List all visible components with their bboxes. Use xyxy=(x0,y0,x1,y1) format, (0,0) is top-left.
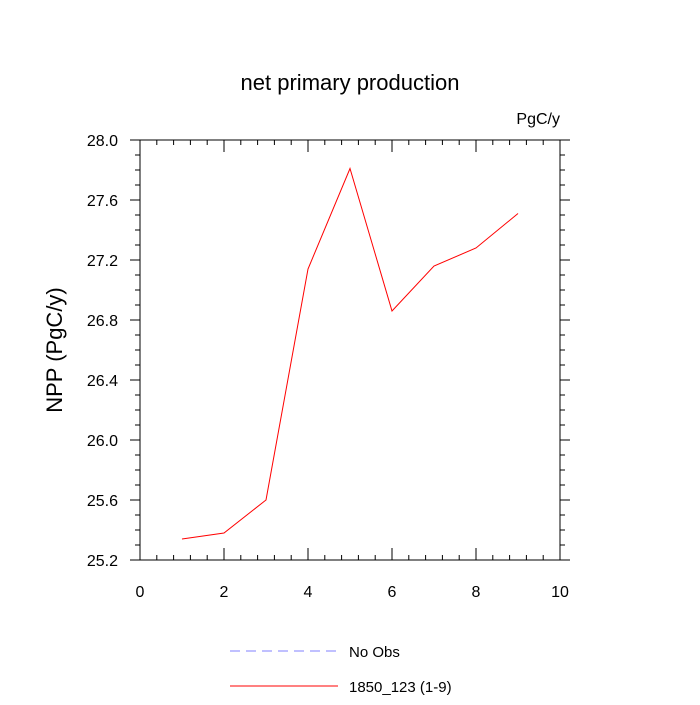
series-line xyxy=(182,169,518,540)
x-tick-label: 4 xyxy=(304,584,313,601)
y-tick-label: 27.2 xyxy=(87,253,118,270)
series-layer xyxy=(182,168,518,539)
y-tick-label: 25.6 xyxy=(87,493,118,510)
plot-frame xyxy=(140,140,560,560)
x-tick-label: 10 xyxy=(551,584,569,601)
y-tick-label: 26.4 xyxy=(87,373,118,390)
y-axis-label: NPP (PgC/y) xyxy=(42,287,67,413)
legend: No Obs 1850_123 (1-9) xyxy=(230,644,452,696)
axis-ticks: 0 2 4 6 8 10 25.2 25.6 26.0 26.4 26.8 27.2 27.6 28.0 xyxy=(87,133,570,601)
x-tick-label: 2 xyxy=(220,584,229,601)
legend-label: No Obs xyxy=(349,644,400,661)
y-tick-label: 28.0 xyxy=(87,133,118,150)
y-tick-label: 26.8 xyxy=(87,313,118,330)
y-tick-label: 27.6 xyxy=(87,193,118,210)
x-tick-label: 6 xyxy=(388,584,397,601)
y-tick-label: 25.2 xyxy=(87,553,118,570)
y-tick-label: 26.0 xyxy=(87,433,118,450)
legend-label: 1850_123 (1-9) xyxy=(349,679,452,696)
units-label: PgC/y xyxy=(516,111,560,128)
x-tick-label: 8 xyxy=(472,584,481,601)
chart-title: net primary production xyxy=(241,70,460,95)
x-tick-label: 0 xyxy=(136,584,145,601)
